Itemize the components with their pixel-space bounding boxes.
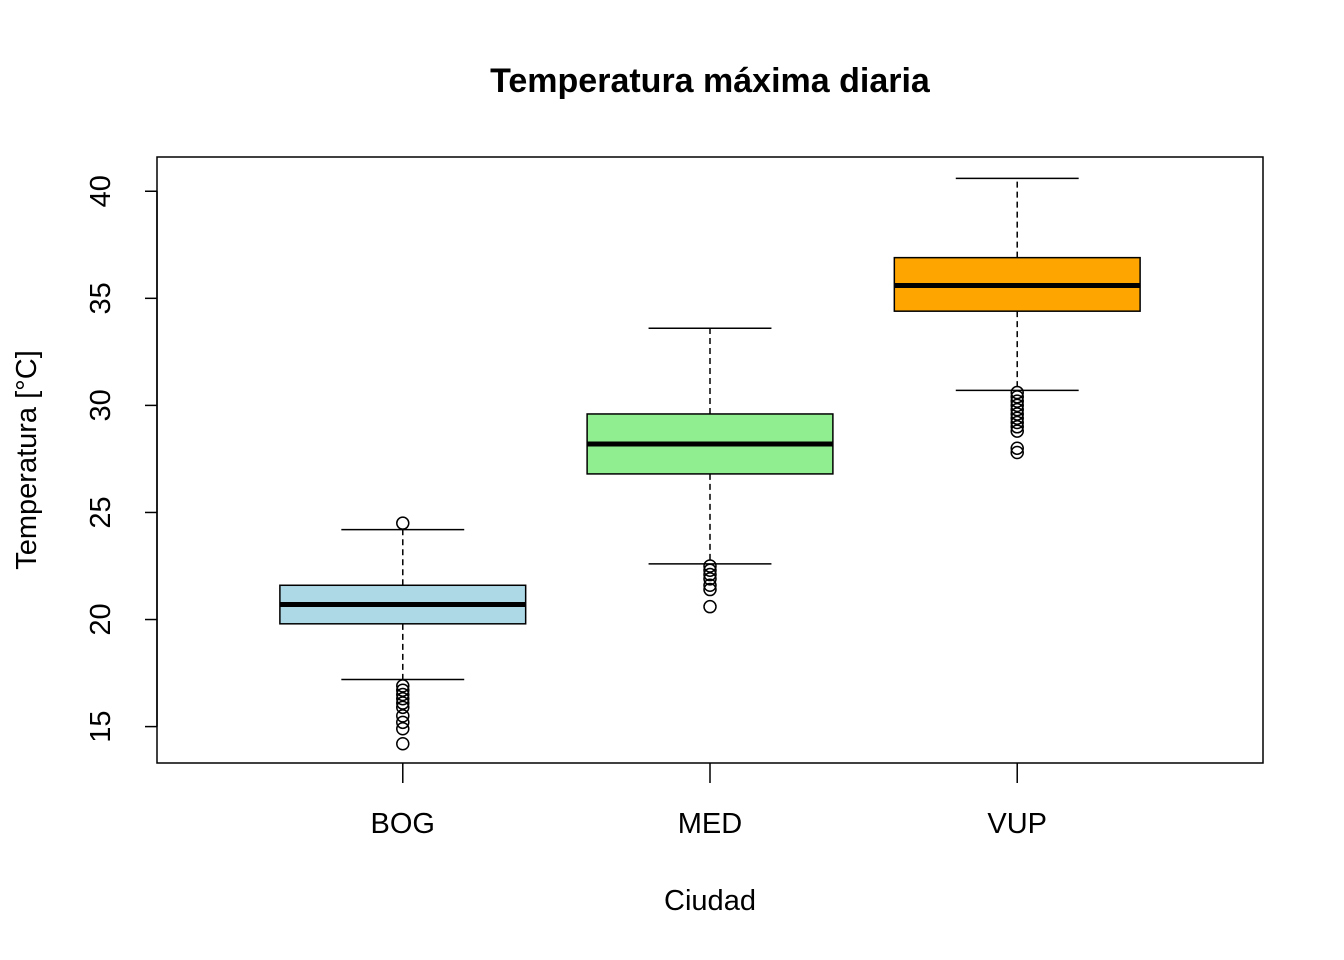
y-axis: 15 20 25 30 35 40 (85, 175, 158, 743)
outlier-point-bog (396, 700, 410, 715)
outlier-point-vup (1010, 407, 1024, 421)
outlier-point-bog (396, 516, 410, 530)
y-tick-label: 15 (85, 710, 117, 742)
outlier-point-vup (1010, 394, 1024, 408)
outlier-point-vup (1010, 420, 1024, 434)
outlier-point-med (703, 567, 717, 582)
y-axis-title: Temperatura [°C] (11, 350, 43, 570)
y-tick-label: 20 (85, 603, 117, 635)
y-tick-label: 35 (85, 282, 117, 314)
outlier-point-bog (396, 715, 410, 730)
outlier-point-bog (396, 696, 410, 710)
outlier-point-bog (396, 721, 410, 736)
chart-title: Temperatura máxima diaria (490, 62, 931, 100)
box-group-vup (893, 177, 1141, 460)
outlier-point-vup (1010, 445, 1024, 460)
y-tick-label: 30 (85, 389, 117, 421)
box-group-med (586, 327, 834, 614)
x-tick-label: MED (678, 808, 742, 840)
outlier-point-med (703, 559, 717, 573)
outlier-point-bog (396, 683, 410, 697)
outlier-point-med (703, 563, 717, 578)
y-tick-label: 40 (85, 175, 117, 207)
x-tick-label: VUP (987, 808, 1047, 840)
x-tick-label: BOG (371, 808, 435, 840)
outlier-point-vup (1010, 390, 1024, 404)
y-tick-label: 25 (85, 496, 117, 528)
outlier-point-med (703, 582, 717, 597)
outlier-point-vup (1010, 385, 1024, 400)
outlier-point-med (703, 599, 717, 614)
outlier-point-vup (1010, 415, 1024, 430)
outlier-point-bog (396, 679, 410, 693)
box-group-bog (279, 516, 527, 751)
outlier-point-vup (1010, 424, 1024, 438)
outlier-point-vup (1010, 402, 1024, 417)
outlier-point-bog (396, 692, 410, 706)
outlier-point-vup (1010, 398, 1024, 413)
outlier-point-bog (396, 687, 410, 702)
outlier-point-med (703, 578, 717, 593)
outlier-point-vup (1010, 441, 1024, 455)
x-axis-title: Ciudad (664, 885, 756, 917)
boxplot-marks (279, 177, 1141, 751)
outlier-point-bog (396, 736, 410, 751)
outlier-point-med (703, 572, 717, 586)
outlier-point-bog (396, 709, 410, 723)
x-axis: BOG MED VUP (371, 763, 1047, 840)
outlier-point-vup (1010, 411, 1024, 425)
